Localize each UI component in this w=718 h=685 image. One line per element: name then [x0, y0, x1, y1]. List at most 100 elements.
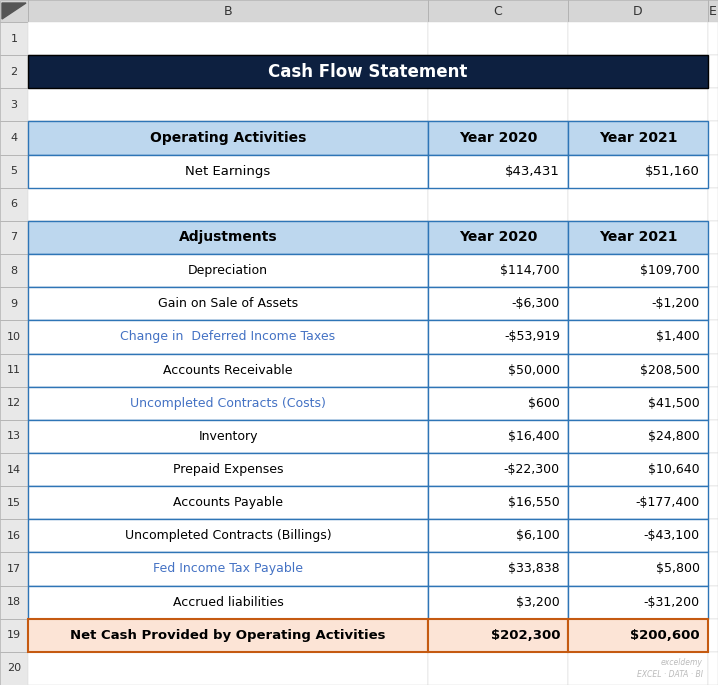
Bar — [568, 55, 708, 88]
Text: Year 2021: Year 2021 — [599, 230, 677, 245]
Bar — [708, 88, 718, 121]
Bar — [568, 386, 708, 420]
Text: Change in  Deferred Income Taxes: Change in Deferred Income Taxes — [121, 330, 335, 343]
Text: 19: 19 — [7, 630, 21, 640]
Bar — [28, 0, 428, 22]
Text: $51,160: $51,160 — [645, 164, 700, 177]
Text: $10,640: $10,640 — [648, 463, 700, 476]
Bar — [428, 586, 568, 619]
Text: $600: $600 — [528, 397, 560, 410]
Bar — [708, 188, 718, 221]
Bar — [0, 0, 28, 22]
Text: $109,700: $109,700 — [640, 264, 700, 277]
Text: Adjustments: Adjustments — [179, 230, 277, 245]
Bar — [428, 321, 568, 353]
Polygon shape — [2, 3, 26, 19]
Bar — [0, 287, 28, 321]
Bar — [428, 420, 568, 453]
Bar — [28, 353, 428, 386]
Bar — [428, 88, 568, 121]
Text: $43,431: $43,431 — [505, 164, 560, 177]
Text: 17: 17 — [7, 564, 21, 574]
Text: -$31,200: -$31,200 — [644, 596, 700, 609]
Bar — [428, 155, 568, 188]
Bar — [428, 519, 568, 552]
Bar — [28, 420, 428, 453]
Bar — [0, 221, 28, 254]
Bar — [0, 386, 28, 420]
Bar — [568, 121, 708, 155]
Bar — [708, 55, 718, 88]
Bar — [428, 121, 568, 155]
Bar — [428, 386, 568, 420]
Text: $208,500: $208,500 — [640, 364, 700, 377]
Text: 13: 13 — [7, 432, 21, 441]
Text: Accrued liabilities: Accrued liabilities — [172, 596, 284, 609]
Bar — [568, 486, 708, 519]
Bar — [568, 221, 708, 254]
Bar — [568, 0, 708, 22]
Text: Uncompleted Contracts (Costs): Uncompleted Contracts (Costs) — [130, 397, 326, 410]
Bar — [708, 619, 718, 652]
Bar — [568, 386, 708, 420]
Bar — [708, 121, 718, 155]
Bar — [428, 453, 568, 486]
Bar — [28, 486, 428, 519]
Bar — [0, 453, 28, 486]
Bar — [568, 652, 708, 685]
Text: $16,550: $16,550 — [508, 496, 560, 509]
Bar — [568, 519, 708, 552]
Bar — [428, 254, 568, 287]
Bar — [568, 155, 708, 188]
Bar — [28, 155, 428, 188]
Bar — [0, 586, 28, 619]
Text: Accounts Receivable: Accounts Receivable — [163, 364, 293, 377]
Bar — [28, 453, 428, 486]
Bar — [28, 55, 428, 88]
Bar — [428, 287, 568, 321]
Text: Year 2021: Year 2021 — [599, 131, 677, 145]
Bar — [28, 552, 428, 586]
Text: 12: 12 — [7, 398, 21, 408]
Bar — [28, 552, 428, 586]
Bar — [568, 22, 708, 55]
Bar — [428, 221, 568, 254]
Bar — [708, 486, 718, 519]
Text: 16: 16 — [7, 531, 21, 541]
Bar — [568, 188, 708, 221]
Bar — [28, 254, 428, 287]
Text: 4: 4 — [11, 133, 17, 143]
Bar — [428, 652, 568, 685]
Bar — [708, 420, 718, 453]
Text: Inventory: Inventory — [198, 430, 258, 443]
Bar — [28, 519, 428, 552]
Text: Year 2020: Year 2020 — [459, 131, 537, 145]
Bar — [568, 353, 708, 386]
Text: $50,000: $50,000 — [508, 364, 560, 377]
Bar — [428, 353, 568, 386]
Bar — [0, 519, 28, 552]
Text: $33,838: $33,838 — [508, 562, 560, 575]
Bar — [28, 254, 428, 287]
Bar — [428, 586, 568, 619]
Text: $200,600: $200,600 — [630, 629, 700, 642]
Bar — [0, 619, 28, 652]
Bar — [568, 552, 708, 586]
Text: 3: 3 — [11, 100, 17, 110]
Text: Accounts Payable: Accounts Payable — [173, 496, 283, 509]
Text: -$43,100: -$43,100 — [644, 530, 700, 543]
Text: Net Earnings: Net Earnings — [185, 164, 271, 177]
Bar — [28, 420, 428, 453]
Bar — [708, 221, 718, 254]
Bar — [428, 287, 568, 321]
Bar — [28, 619, 428, 652]
Text: Operating Activities: Operating Activities — [150, 131, 306, 145]
Bar — [568, 254, 708, 287]
Bar — [28, 287, 428, 321]
Bar — [568, 287, 708, 321]
Bar — [28, 121, 428, 155]
Bar — [0, 121, 28, 155]
Text: E: E — [709, 5, 717, 18]
Bar — [568, 121, 708, 155]
Text: 15: 15 — [7, 498, 21, 508]
